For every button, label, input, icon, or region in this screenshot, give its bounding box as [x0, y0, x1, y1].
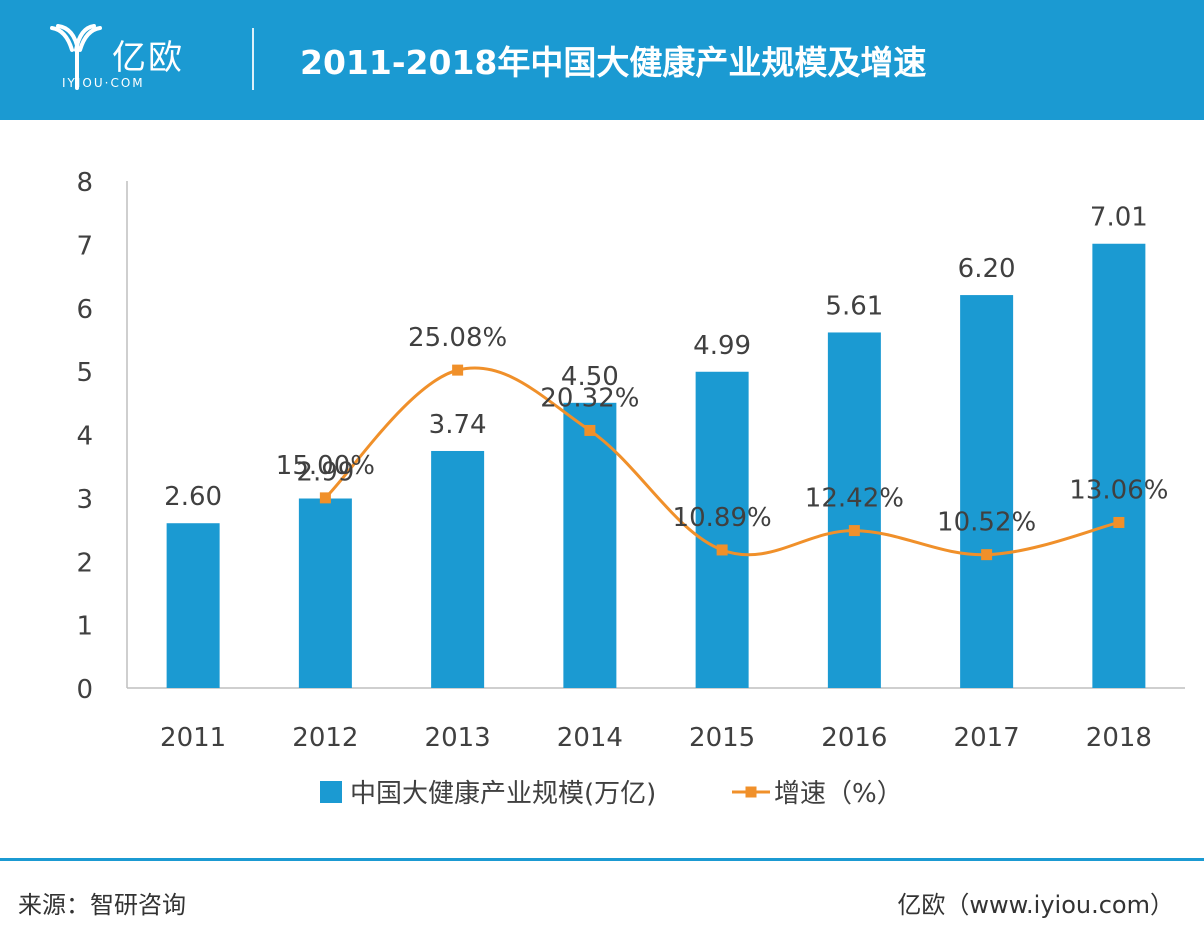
growth-value-label: 20.32%	[540, 383, 639, 413]
growth-point-2012	[319, 492, 331, 504]
x-tick-label: 2015	[689, 723, 755, 753]
y-tick-label: 6	[76, 295, 93, 325]
legend-line-label: 增速（%）	[774, 779, 903, 809]
growth-value-label: 13.06%	[1069, 475, 1168, 505]
growth-point-2013	[452, 364, 464, 376]
growth-value-label: 10.52%	[937, 508, 1036, 538]
x-tick-label: 2017	[954, 723, 1020, 753]
header-divider	[252, 28, 254, 90]
bar-2018	[1092, 243, 1146, 688]
header-banner: 亿欧 IYIOU·COM 2011-2018年中国大健康产业规模及增速	[0, 0, 1204, 120]
bar-value-label: 3.74	[429, 410, 487, 440]
legend-bar-swatch	[320, 781, 342, 803]
bar-value-label: 7.01	[1090, 203, 1148, 233]
growth-value-label: 12.42%	[805, 484, 904, 514]
growth-value-label: 10.89%	[673, 503, 772, 533]
growth-value-label: 15.00%	[276, 451, 375, 481]
bar-2017	[960, 295, 1014, 688]
y-tick-label: 5	[76, 358, 93, 388]
bar-value-label: 2.60	[164, 482, 222, 512]
y-tick-label: 3	[76, 485, 93, 515]
bar-2016	[827, 332, 881, 688]
bar-value-label: 6.20	[958, 254, 1016, 284]
bar-2012	[298, 498, 352, 688]
y-tick-label: 0	[76, 675, 93, 705]
footer-divider	[0, 858, 1204, 861]
chart-title: 2011-2018年中国大健康产业规模及增速	[300, 43, 927, 82]
x-tick-label: 2018	[1086, 723, 1152, 753]
legend-bar-label: 中国大健康产业规模(万亿)	[350, 779, 656, 809]
x-tick-label: 2013	[425, 723, 491, 753]
x-tick-label: 2012	[292, 723, 358, 753]
bar-value-label: 5.61	[825, 291, 883, 321]
bar-2013	[431, 450, 485, 688]
bar-value-label: 4.99	[693, 331, 751, 361]
chart: 0 1 2 3 4 5 6 7 8 2011 2012 2013 2014 2015 2016 2017 201…	[76, 168, 1185, 809]
growth-point-2017	[981, 549, 993, 561]
growth-point-2015	[716, 544, 728, 556]
growth-point-2014	[584, 424, 596, 436]
growth-point-2016	[848, 525, 860, 537]
x-tick-label: 2014	[557, 723, 623, 753]
bar-2011	[166, 523, 220, 688]
legend-line-marker	[745, 786, 757, 798]
growth-point-2018	[1113, 516, 1125, 528]
growth-value-label: 25.08%	[408, 323, 507, 353]
bar-2015	[695, 371, 749, 688]
iyiou-logo-icon	[50, 24, 102, 90]
x-tick-label: 2011	[160, 723, 226, 753]
y-tick-label: 7	[76, 231, 93, 261]
bar-value-label: 4.50	[561, 362, 619, 392]
bar-2014	[563, 402, 617, 688]
bar-value-label: 2.99	[296, 458, 354, 488]
logo-text: 亿欧	[112, 38, 184, 78]
x-tick-label: 2016	[821, 723, 887, 753]
y-tick-label: 2	[76, 548, 93, 578]
y-tick-label: 4	[76, 422, 93, 452]
source-note: 来源：智研咨询	[18, 891, 186, 919]
logo-subtext: IYIOU·COM	[62, 76, 145, 90]
y-tick-label: 8	[76, 168, 93, 198]
credit-note: 亿欧（www.iyiou.com）	[897, 891, 1174, 919]
y-tick-label: 1	[76, 612, 93, 642]
